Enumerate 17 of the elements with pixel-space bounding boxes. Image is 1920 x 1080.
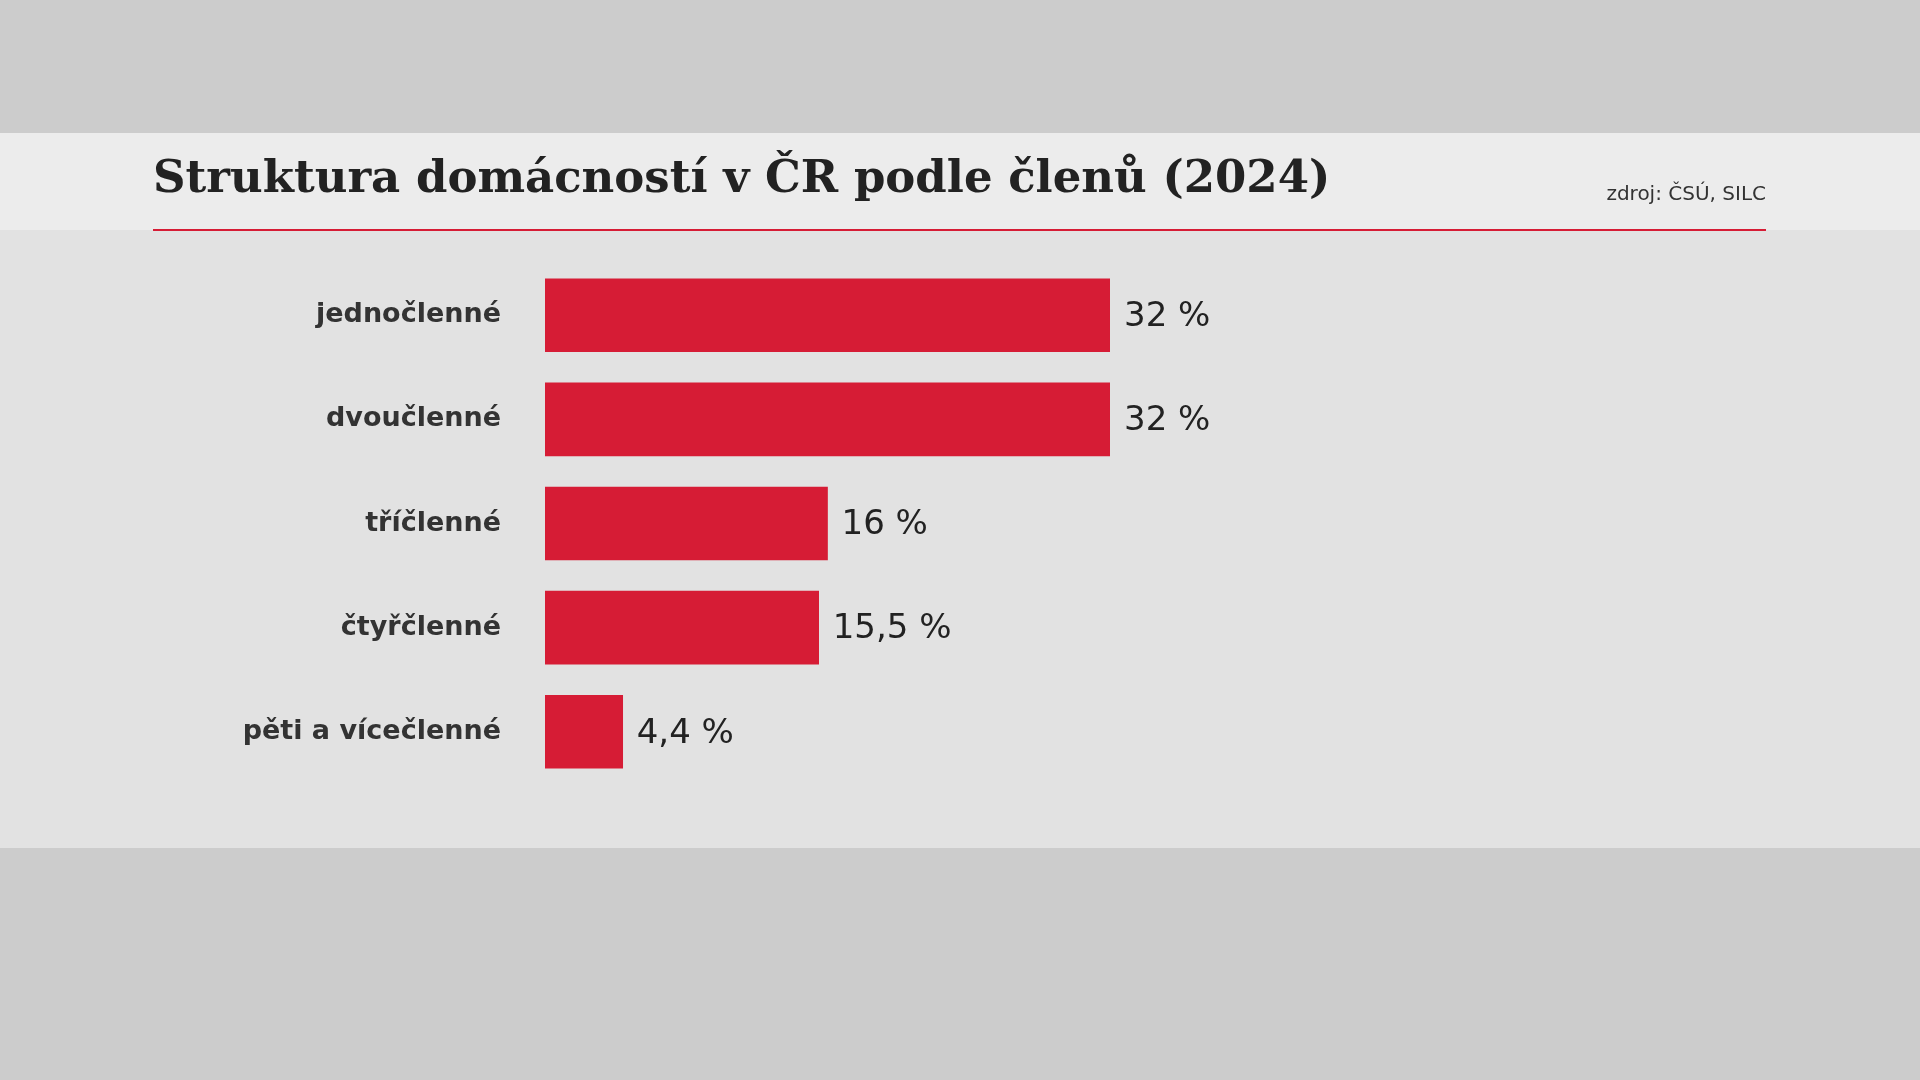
data-label: 4,4 %: [636, 710, 734, 751]
y-tick-label: jednočlenné: [315, 297, 501, 329]
bar: [545, 694, 624, 769]
y-tick-label: dvoučlenné: [325, 401, 501, 433]
bar: [545, 590, 819, 665]
y-tick-label: čtyřčlenné: [340, 609, 501, 641]
data-label: 15,5 %: [832, 606, 952, 647]
y-tick-label: pěti a vícečlenné: [242, 713, 501, 745]
bar: [545, 486, 828, 561]
data-label: 32 %: [1124, 398, 1211, 439]
bar: [545, 382, 1110, 457]
chart-title: Struktura domácností v ČR podle členů (2024): [153, 150, 1331, 203]
data-label: 32 %: [1124, 294, 1211, 335]
data-label: 16 %: [841, 502, 928, 543]
y-tick-label: tříčlenné: [365, 505, 501, 537]
bar: [545, 278, 1110, 353]
text: zdroj: ČSÚ, SILC: [1606, 181, 1766, 205]
